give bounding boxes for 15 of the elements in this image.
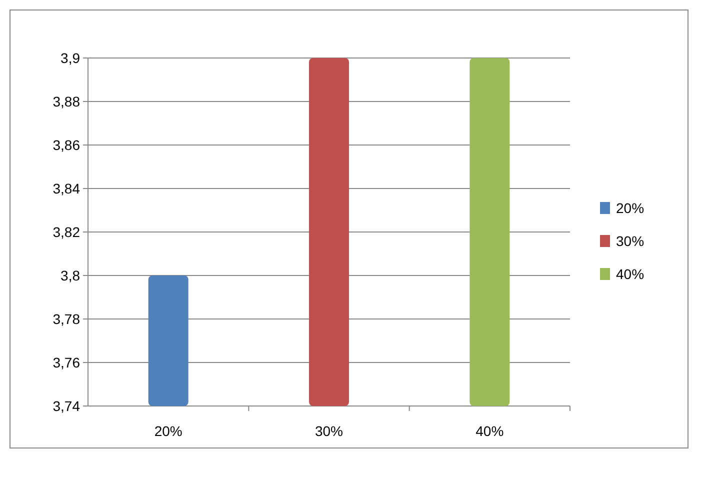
y-tick-label: 3,86	[52, 136, 80, 153]
y-tick-label: 3,78	[52, 310, 80, 327]
x-tick-label: 30%	[314, 423, 344, 439]
legend-label: 40%	[616, 266, 644, 282]
y-tick-label: 3,88	[52, 93, 80, 110]
x-tick-label: 20%	[154, 423, 182, 439]
y-tick-label: 3,82	[52, 224, 80, 240]
x-tick-label: 40%	[476, 423, 504, 439]
y-tick-label: 3,76	[52, 354, 80, 370]
legend-label: 30%	[616, 232, 644, 249]
y-tick-label: 3,9	[60, 50, 80, 66]
y-tick-label: 3,8	[60, 267, 80, 284]
legend-label: 20%	[616, 200, 644, 216]
y-tick-label: 3,74	[52, 398, 80, 414]
y-tick-label: 3,84	[52, 180, 80, 196]
